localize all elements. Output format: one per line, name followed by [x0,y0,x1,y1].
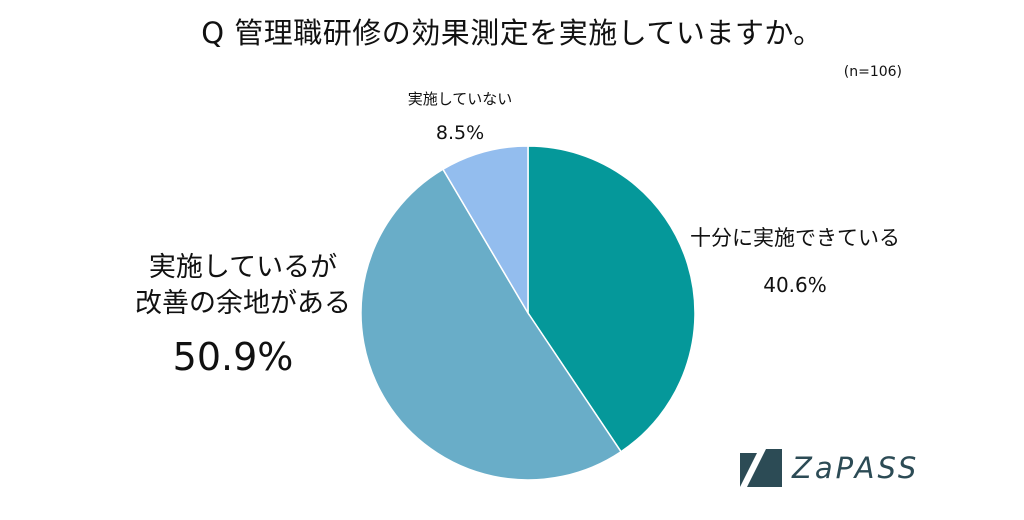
slice-value-room-for-improvement: 50.9% [172,334,294,379]
pie-slice-2 [360,168,623,481]
slice-name-room-line2: 改善の余地がある [135,288,351,320]
zapass-logo-text: ZaPASS [792,451,920,485]
chart-title: Q 管理職研修の効果測定を実施していますか。 [201,16,823,50]
slice-label-not-implemented: 実施していない 8.5% [370,90,550,145]
pie-slice-1 [527,145,696,453]
slice-name-room-line1: 実施しているが [148,252,338,283]
slice-name-fully-implemented: 十分に実施できている [690,226,900,250]
zapass-logo: ZaPASS [740,447,919,489]
pie-slice-3 [441,145,529,316]
zapass-logo-mark-icon [740,449,782,487]
slice-value-fully-implemented: 40.6% [763,273,827,298]
slice-name-not-implemented: 実施していない [407,90,513,108]
slice-value-not-implemented: 8.5% [435,122,485,144]
sample-size: (n=106) [843,64,902,80]
slice-label-fully-implemented: 十分に実施できている 40.6% [690,226,900,297]
slice-label-room-for-improvement: 実施しているが 改善の余地がある 50.9% [118,250,368,380]
